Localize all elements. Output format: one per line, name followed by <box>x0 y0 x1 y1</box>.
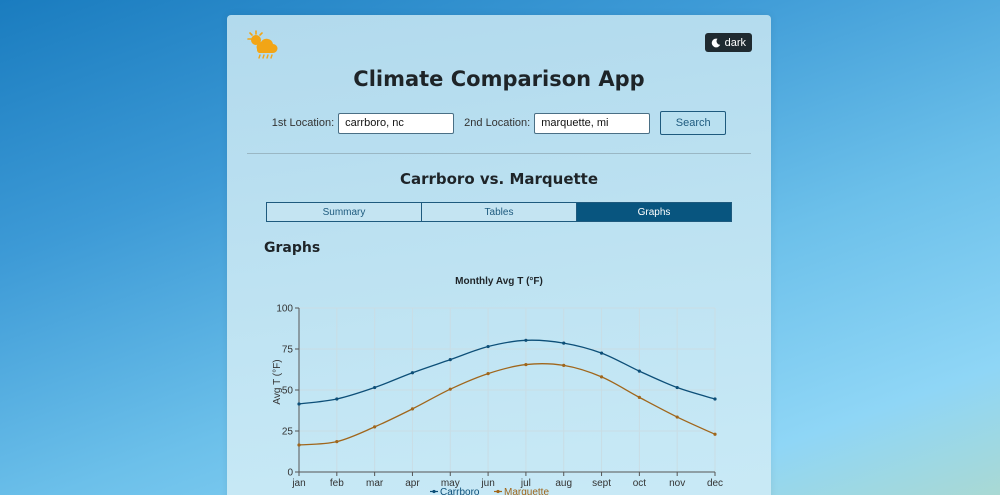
monthly-avg-temp-chart: Monthly Avg T (°F) Avg T (°F) 0 25 50 75 100… <box>272 276 723 495</box>
data-point <box>675 385 679 390</box>
legend-label: Carrboro <box>440 487 480 495</box>
data-point <box>448 387 452 391</box>
view-tabs: Summary Tables Graphs <box>266 202 732 222</box>
tab-summary[interactable]: Summary <box>267 203 421 221</box>
legend-item: Marquette <box>494 487 549 495</box>
y-tick-label: 75 <box>282 345 294 356</box>
legend-item: Carrboro <box>430 487 480 495</box>
app-card: dark Climate Comparison App 1st Location… <box>227 15 771 495</box>
data-point <box>335 440 339 444</box>
series-line-carrboro <box>298 339 716 405</box>
comparison-title: Carrboro vs. Marquette <box>399 170 599 188</box>
y-tick-label: 100 <box>276 304 293 315</box>
data-point <box>562 363 566 367</box>
x-tick-label: aug <box>555 478 572 489</box>
search-form: 1st Location: 2nd Location: Search <box>227 111 771 135</box>
data-point <box>410 371 415 375</box>
data-point <box>637 395 641 399</box>
section-heading: Graphs <box>264 240 321 256</box>
data-point <box>373 425 377 429</box>
data-point <box>297 443 301 447</box>
x-tick-label: sept <box>592 478 611 489</box>
second-location-input[interactable] <box>534 112 651 134</box>
data-point <box>713 432 717 436</box>
weather-logo-icon <box>247 30 278 59</box>
chart-title: Monthly Avg T (°F) <box>455 276 543 287</box>
data-point <box>335 397 339 401</box>
data-point <box>297 402 301 406</box>
data-point <box>448 358 452 362</box>
data-point <box>637 369 641 373</box>
y-tick-label: 50 <box>282 386 294 397</box>
data-point <box>524 338 528 342</box>
data-point <box>486 372 490 376</box>
x-tick-label: oct <box>633 478 647 489</box>
x-tick-label: mar <box>366 478 384 489</box>
x-tick-label: dec <box>707 478 723 489</box>
y-tick-label: 0 <box>287 468 293 479</box>
x-tick-label: may <box>441 478 460 489</box>
x-tick-label: apr <box>405 478 420 489</box>
legend-marker <box>496 489 500 494</box>
data-point <box>599 351 604 355</box>
legend-label: Marquette <box>504 487 549 495</box>
x-tick-label: nov <box>669 478 685 489</box>
y-tick-label: 25 <box>282 427 294 438</box>
second-location-label: 2nd Location: <box>464 117 531 129</box>
data-point <box>524 362 528 367</box>
x-tick-label: jul <box>520 478 531 489</box>
first-location-input[interactable] <box>338 112 455 134</box>
search-button[interactable]: Search <box>660 111 727 135</box>
tab-tables[interactable]: Tables <box>421 203 576 221</box>
dark-mode-toggle[interactable]: dark <box>704 33 752 52</box>
legend-marker <box>432 489 436 494</box>
moon-icon <box>711 38 720 47</box>
data-point <box>486 344 490 349</box>
data-point <box>599 375 604 379</box>
data-point <box>675 415 679 419</box>
data-point <box>410 407 415 411</box>
x-tick-label: jun <box>480 478 494 489</box>
divider <box>247 153 751 154</box>
data-point <box>373 385 377 390</box>
x-tick-label: jan <box>291 478 305 489</box>
data-point <box>713 397 717 401</box>
dark-mode-label: dark <box>724 36 746 49</box>
y-axis-label: Avg T (°F) <box>272 359 283 404</box>
series-line-marquette <box>298 363 716 446</box>
data-point <box>562 341 566 345</box>
tab-graphs[interactable]: Graphs <box>576 203 731 221</box>
x-tick-label: feb <box>330 478 344 489</box>
page-title: Climate Comparison App <box>353 67 645 91</box>
first-location-label: 1st Location: <box>271 117 335 129</box>
